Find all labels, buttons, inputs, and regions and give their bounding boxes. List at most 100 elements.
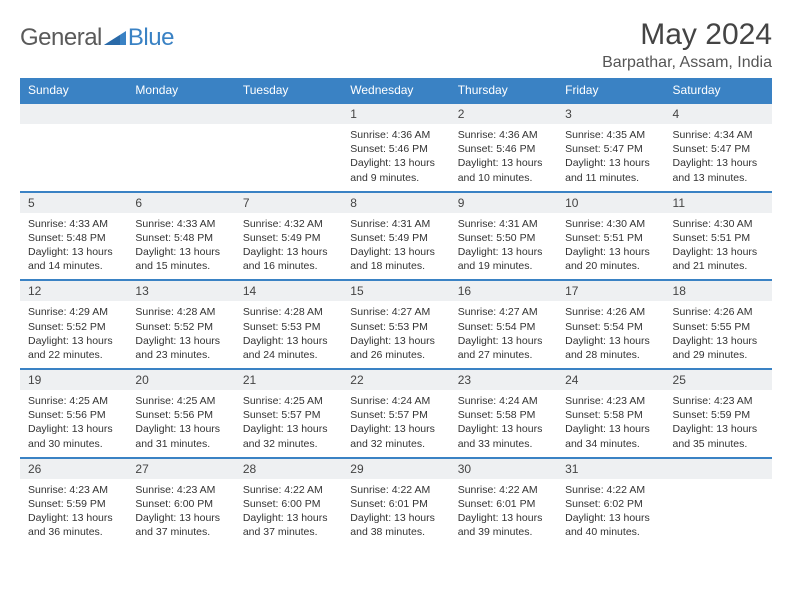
day-dl: Daylight: 13 hours and 10 minutes. [458,156,549,184]
day-data: Sunrise: 4:36 AMSunset: 5:46 PMDaylight:… [450,124,557,191]
day-data: Sunrise: 4:35 AMSunset: 5:47 PMDaylight:… [557,124,664,191]
day-dl: Daylight: 13 hours and 26 minutes. [350,334,441,362]
day-sr: Sunrise: 4:33 AM [135,217,226,231]
logo-triangle-icon [104,27,126,50]
day-dl: Daylight: 13 hours and 33 minutes. [458,422,549,450]
day-sr: Sunrise: 4:22 AM [350,483,441,497]
day-number-empty [20,104,127,124]
day-ss: Sunset: 5:53 PM [350,320,441,334]
day-dl: Daylight: 13 hours and 21 minutes. [673,245,764,273]
day-dl: Daylight: 13 hours and 32 minutes. [350,422,441,450]
calendar-cell: 28Sunrise: 4:22 AMSunset: 6:00 PMDayligh… [235,458,342,546]
day-ss: Sunset: 5:55 PM [673,320,764,334]
day-dl: Daylight: 13 hours and 37 minutes. [135,511,226,539]
calendar-cell: 18Sunrise: 4:26 AMSunset: 5:55 PMDayligh… [665,280,772,369]
calendar-cell: 2Sunrise: 4:36 AMSunset: 5:46 PMDaylight… [450,103,557,192]
weekday-sun: Sunday [20,78,127,103]
calendar-cell: 9Sunrise: 4:31 AMSunset: 5:50 PMDaylight… [450,192,557,281]
day-data: Sunrise: 4:30 AMSunset: 5:51 PMDaylight:… [557,213,664,280]
day-number: 14 [235,281,342,301]
day-dl: Daylight: 13 hours and 19 minutes. [458,245,549,273]
day-number: 22 [342,370,449,390]
day-dl: Daylight: 13 hours and 24 minutes. [243,334,334,362]
day-ss: Sunset: 5:59 PM [28,497,119,511]
day-dl: Daylight: 13 hours and 34 minutes. [565,422,656,450]
day-dl: Daylight: 13 hours and 36 minutes. [28,511,119,539]
day-data: Sunrise: 4:33 AMSunset: 5:48 PMDaylight:… [20,213,127,280]
calendar-cell: 15Sunrise: 4:27 AMSunset: 5:53 PMDayligh… [342,280,449,369]
day-data: Sunrise: 4:29 AMSunset: 5:52 PMDaylight:… [20,301,127,368]
day-dl: Daylight: 13 hours and 14 minutes. [28,245,119,273]
day-number-empty [127,104,234,124]
day-sr: Sunrise: 4:28 AM [135,305,226,319]
calendar-cell [20,103,127,192]
day-number: 12 [20,281,127,301]
day-data: Sunrise: 4:22 AMSunset: 6:00 PMDaylight:… [235,479,342,546]
day-data: Sunrise: 4:28 AMSunset: 5:52 PMDaylight:… [127,301,234,368]
day-number: 10 [557,193,664,213]
day-ss: Sunset: 5:57 PM [243,408,334,422]
day-number: 26 [20,459,127,479]
day-data: Sunrise: 4:26 AMSunset: 5:54 PMDaylight:… [557,301,664,368]
day-sr: Sunrise: 4:23 AM [28,483,119,497]
weekday-mon: Monday [127,78,234,103]
day-dl: Daylight: 13 hours and 35 minutes. [673,422,764,450]
calendar-cell: 21Sunrise: 4:25 AMSunset: 5:57 PMDayligh… [235,369,342,458]
day-ss: Sunset: 5:54 PM [458,320,549,334]
day-sr: Sunrise: 4:28 AM [243,305,334,319]
day-number: 24 [557,370,664,390]
day-ss: Sunset: 5:51 PM [673,231,764,245]
day-number: 25 [665,370,772,390]
day-number: 30 [450,459,557,479]
day-data: Sunrise: 4:23 AMSunset: 6:00 PMDaylight:… [127,479,234,546]
day-number: 23 [450,370,557,390]
day-number: 19 [20,370,127,390]
day-sr: Sunrise: 4:36 AM [350,128,441,142]
day-dl: Daylight: 13 hours and 39 minutes. [458,511,549,539]
day-ss: Sunset: 6:00 PM [135,497,226,511]
day-dl: Daylight: 13 hours and 40 minutes. [565,511,656,539]
location: Barpathar, Assam, India [602,54,772,72]
day-sr: Sunrise: 4:32 AM [243,217,334,231]
day-sr: Sunrise: 4:22 AM [243,483,334,497]
day-sr: Sunrise: 4:25 AM [243,394,334,408]
day-number: 16 [450,281,557,301]
calendar-week-row: 5Sunrise: 4:33 AMSunset: 5:48 PMDaylight… [20,192,772,281]
day-sr: Sunrise: 4:24 AM [458,394,549,408]
day-ss: Sunset: 5:48 PM [28,231,119,245]
day-ss: Sunset: 5:58 PM [458,408,549,422]
day-sr: Sunrise: 4:26 AM [565,305,656,319]
day-number: 20 [127,370,234,390]
day-number: 13 [127,281,234,301]
calendar-cell: 1Sunrise: 4:36 AMSunset: 5:46 PMDaylight… [342,103,449,192]
calendar-cell: 7Sunrise: 4:32 AMSunset: 5:49 PMDaylight… [235,192,342,281]
day-ss: Sunset: 5:49 PM [243,231,334,245]
day-number: 4 [665,104,772,124]
weekday-sat: Saturday [665,78,772,103]
day-dl: Daylight: 13 hours and 29 minutes. [673,334,764,362]
day-sr: Sunrise: 4:25 AM [135,394,226,408]
day-dl: Daylight: 13 hours and 16 minutes. [243,245,334,273]
calendar-cell: 10Sunrise: 4:30 AMSunset: 5:51 PMDayligh… [557,192,664,281]
day-data: Sunrise: 4:23 AMSunset: 5:58 PMDaylight:… [557,390,664,457]
day-dl: Daylight: 13 hours and 37 minutes. [243,511,334,539]
day-sr: Sunrise: 4:31 AM [458,217,549,231]
day-number: 2 [450,104,557,124]
calendar-cell: 14Sunrise: 4:28 AMSunset: 5:53 PMDayligh… [235,280,342,369]
day-dl: Daylight: 13 hours and 23 minutes. [135,334,226,362]
calendar-cell: 20Sunrise: 4:25 AMSunset: 5:56 PMDayligh… [127,369,234,458]
day-sr: Sunrise: 4:22 AM [565,483,656,497]
day-number: 8 [342,193,449,213]
day-sr: Sunrise: 4:23 AM [135,483,226,497]
day-data: Sunrise: 4:24 AMSunset: 5:58 PMDaylight:… [450,390,557,457]
day-data: Sunrise: 4:26 AMSunset: 5:55 PMDaylight:… [665,301,772,368]
day-ss: Sunset: 5:46 PM [350,142,441,156]
day-data: Sunrise: 4:25 AMSunset: 5:56 PMDaylight:… [20,390,127,457]
day-sr: Sunrise: 4:33 AM [28,217,119,231]
day-ss: Sunset: 5:49 PM [350,231,441,245]
calendar-cell: 19Sunrise: 4:25 AMSunset: 5:56 PMDayligh… [20,369,127,458]
day-data: Sunrise: 4:25 AMSunset: 5:57 PMDaylight:… [235,390,342,457]
weekday-header-row: Sunday Monday Tuesday Wednesday Thursday… [20,78,772,103]
logo: General Blue [20,18,174,52]
day-ss: Sunset: 5:46 PM [458,142,549,156]
